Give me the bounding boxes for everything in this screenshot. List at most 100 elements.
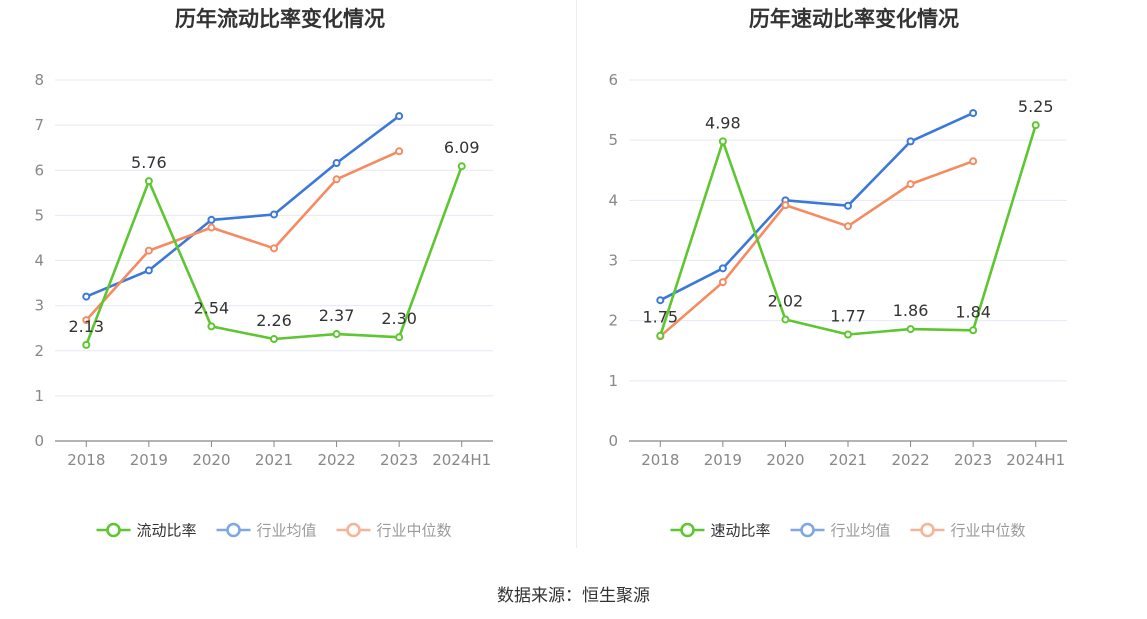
current-ratio-data-label: 6.09 [444, 138, 480, 157]
current-ratio-series-point-0 [270, 335, 278, 344]
quick-ratio-legend-label: 速动比率 [711, 522, 771, 540]
quick-ratio-series-point-2 [906, 180, 915, 189]
current-ratio-legend-marker [346, 522, 361, 538]
current-ratio-legend-item-1: 行业均值 [216, 522, 317, 540]
current-ratio-data-label: 2.54 [194, 298, 230, 317]
quick-ratio-series-point-1 [656, 296, 665, 305]
current-ratio-series-line-1 [85, 115, 400, 298]
quick-ratio-y-tick-label: 5 [608, 131, 618, 149]
current-ratio-x-tick-label: 2019 [130, 451, 168, 469]
quick-ratio-y-tick-label: 2 [608, 312, 618, 330]
current-ratio-y-tick-label: 0 [34, 432, 44, 450]
current-ratio-y-tick-label: 3 [34, 297, 44, 315]
quick-ratio-series-point-0 [844, 330, 852, 339]
quick-ratio-series-point-0 [718, 137, 727, 146]
quick-ratio-data-label: 1.86 [893, 301, 929, 320]
current-ratio-x-tick-label: 2018 [67, 451, 105, 469]
current-ratio-series-point-1 [144, 266, 153, 275]
chart-quick-ratio: 历年速动比率变化情况 0 1 2 3 4 5 6 2018 2019 2020 2021 2022 202… [574, 0, 1147, 560]
current-ratio-series-point-1 [270, 210, 278, 219]
current-ratio-series-point-2 [395, 147, 404, 156]
chart-current-ratio: 历年流动比率变化情况 0 1 2 3 4 5 6 7 8 2018 2019 2020 2021 2022 2… [0, 0, 573, 560]
quick-ratio-x-tick-label: 2018 [641, 451, 679, 469]
current-ratio-legend-marker [226, 522, 241, 538]
quick-ratio-x-tick-label: 2020 [766, 451, 804, 469]
quick-ratio-series-point-1 [718, 264, 727, 273]
quick-ratio-legend-label: 行业均值 [831, 522, 891, 540]
current-ratio-series-point-1 [395, 112, 404, 121]
current-ratio-x-tick-label: 2020 [192, 451, 230, 469]
current-ratio-legend-label: 流动比率 [137, 522, 197, 540]
current-ratio-series-point-0 [207, 322, 216, 331]
current-ratio-series-point-0 [395, 333, 404, 342]
quick-ratio-legend-item-1: 行业均值 [790, 522, 891, 540]
current-ratio-y-tick-label: 2 [34, 342, 44, 360]
quick-ratio-data-label: 5.25 [1018, 97, 1054, 116]
quick-ratio-data-label: 1.77 [830, 307, 866, 326]
current-ratio-y-tick-label: 8 [34, 71, 44, 89]
quick-ratio-data-label: 2.02 [768, 291, 804, 310]
current-ratio-y-tick-label: 1 [34, 387, 44, 405]
current-ratio-series-point-2 [144, 246, 153, 255]
quick-ratio-series-point-0 [656, 331, 665, 340]
current-ratio-series-point-1 [82, 292, 91, 301]
current-ratio-series-point-2 [82, 316, 91, 325]
quick-ratio-series-line-2 [659, 159, 974, 338]
current-ratio-series-point-2 [270, 244, 278, 253]
current-ratio-x-tick-label: 2022 [317, 451, 355, 469]
current-ratio-series-point-1 [332, 159, 341, 168]
quick-ratio-data-label: 1.75 [642, 308, 678, 327]
quick-ratio-x-tick-label: 2022 [891, 451, 929, 469]
quick-ratio-x-tick-label: 2021 [829, 451, 867, 469]
current-ratio-legend-marker [106, 522, 121, 538]
quick-ratio-series-point-0 [906, 325, 915, 334]
quick-ratio-series-line-1 [659, 111, 974, 302]
current-ratio-x-tick-label: 2021 [255, 451, 293, 469]
current-ratio-series-point-1 [207, 215, 216, 224]
quick-ratio-series-point-1 [969, 109, 978, 118]
quick-ratio-y-tick-label: 3 [608, 252, 618, 270]
chart-quick-ratio-svg: 历年速动比率变化情况 0 1 2 3 4 5 6 2018 2019 2020 2021 2022 202… [608, 7, 1067, 540]
current-ratio-series-point-0 [82, 340, 91, 349]
chart-current-ratio-svg: 历年流动比率变化情况 0 1 2 3 4 5 6 7 8 2018 2019 2020 2021 2022 2… [34, 7, 493, 540]
quick-ratio-series-point-0 [969, 326, 978, 335]
current-ratio-series-point-0 [144, 177, 153, 186]
quick-ratio-title: 历年速动比率变化情况 [749, 7, 959, 31]
quick-ratio-series-point-2 [969, 157, 978, 166]
quick-ratio-series-point-2 [844, 222, 852, 231]
quick-ratio-series-point-2 [781, 201, 790, 210]
quick-ratio-legend-marker [920, 522, 935, 538]
current-ratio-data-label: 2.26 [256, 311, 292, 330]
current-ratio-series-point-2 [207, 223, 216, 232]
quick-ratio-legend-marker [680, 522, 695, 538]
current-ratio-y-tick-label: 7 [34, 116, 44, 134]
quick-ratio-y-tick-label: 4 [608, 191, 618, 209]
current-ratio-legend-label: 行业均值 [257, 522, 317, 540]
current-ratio-series-point-2 [332, 175, 341, 184]
current-ratio-legend-label: 行业中位数 [377, 522, 452, 540]
current-ratio-y-tick-label: 5 [34, 206, 44, 224]
quick-ratio-x-tick-label: 2019 [704, 451, 742, 469]
panel-divider [576, 0, 577, 548]
current-ratio-data-label: 2.30 [381, 309, 417, 328]
current-ratio-x-tick-label: 2024H1 [432, 451, 491, 469]
current-ratio-data-label: 2.13 [68, 317, 104, 336]
current-ratio-title: 历年流动比率变化情况 [175, 7, 385, 31]
data-source: 数据来源：恒生聚源 [497, 586, 650, 606]
current-ratio-series-line-2 [85, 150, 400, 321]
current-ratio-y-tick-label: 4 [34, 252, 44, 270]
quick-ratio-series-point-1 [844, 201, 852, 210]
quick-ratio-y-tick-label: 0 [608, 432, 618, 450]
quick-ratio-legend-item-2: 行业中位数 [910, 522, 1026, 540]
current-ratio-legend-item-2: 行业中位数 [336, 522, 452, 540]
current-ratio-x-tick-label: 2023 [380, 451, 418, 469]
quick-ratio-legend-label: 行业中位数 [951, 522, 1026, 540]
quick-ratio-series-point-0 [1031, 121, 1040, 130]
quick-ratio-y-tick-label: 1 [608, 372, 618, 390]
quick-ratio-legend-marker [800, 522, 815, 538]
quick-ratio-x-tick-label: 2023 [954, 451, 992, 469]
current-ratio-data-label: 2.37 [319, 306, 355, 325]
quick-ratio-legend-item-0: 速动比率 [670, 522, 771, 540]
current-ratio-legend-item-0: 流动比率 [96, 522, 197, 540]
quick-ratio-y-tick-label: 6 [608, 71, 618, 89]
